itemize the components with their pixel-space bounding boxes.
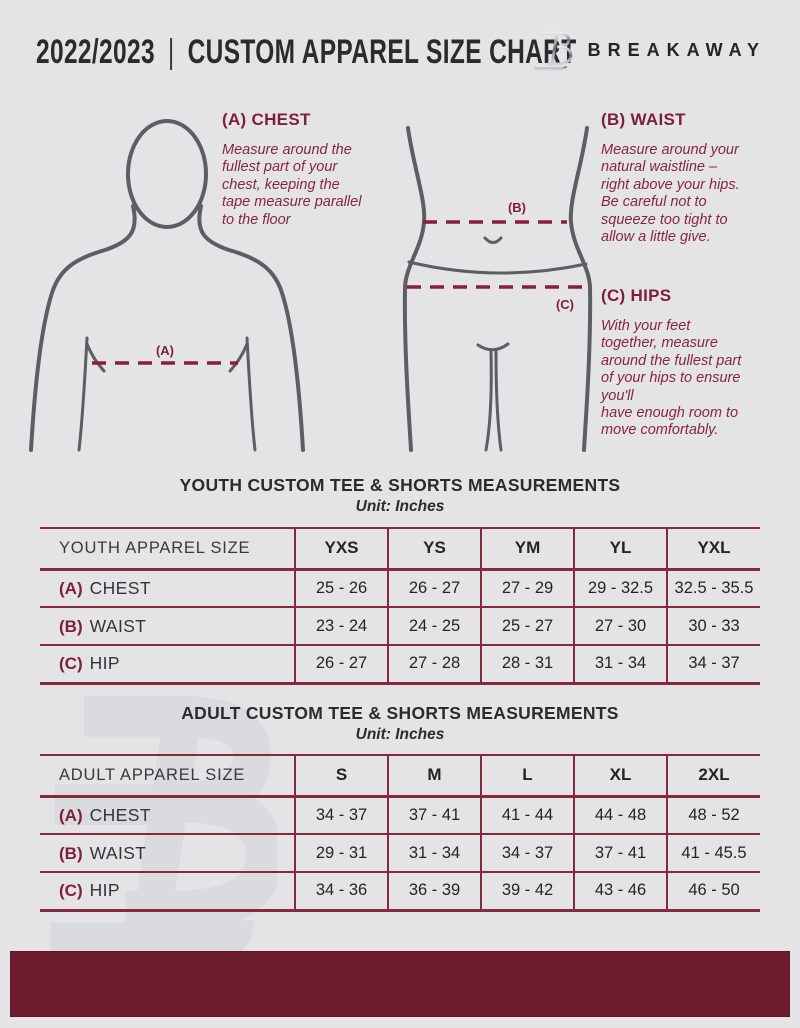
waist-instructions: (B) WAIST Measure around your natural wa…	[601, 110, 791, 246]
size-range-cell: 30 - 33	[666, 607, 760, 645]
size-range-cell: 34 - 37	[666, 645, 760, 683]
size-range-cell: 31 - 34	[573, 645, 667, 683]
size-range-cell: 44 - 48	[573, 796, 667, 834]
row-label: CHEST	[89, 577, 151, 598]
size-range-cell: 26 - 27	[294, 645, 388, 683]
table-row-chest: (A) CHEST 25 - 26 26 - 27 27 - 29 29 - 32…	[40, 569, 760, 607]
size-range-cell: 25 - 27	[480, 607, 574, 645]
column-header-size: M	[387, 755, 481, 796]
row-label-cell: (B) WAIST	[40, 607, 295, 645]
size-range-cell: 39 - 42	[480, 872, 574, 910]
column-header-size: XL	[573, 755, 667, 796]
size-range-cell: 41 - 45.5	[666, 834, 760, 872]
column-header-size: S	[294, 755, 388, 796]
size-range-cell: 28 - 31	[480, 645, 574, 683]
table-header-row: ADULT APPAREL SIZE S M L XL 2XL	[40, 755, 760, 796]
row-label-cell: (A) CHEST	[40, 796, 295, 834]
size-range-cell: 31 - 34	[387, 834, 481, 872]
waist-marker-label: (B)	[508, 200, 526, 215]
row-label: WAIST	[89, 615, 147, 636]
watermark-b-icon	[50, 695, 277, 964]
adult-unit-label: Unit: Inches	[355, 726, 445, 743]
youth-size-table: YOUTH APPAREL SIZE YXS YS YM YL YXL (A) C…	[40, 527, 760, 685]
hips-instructions: (C) HIPS With your feet together, measur…	[601, 286, 791, 440]
row-label-cell: (C) HIP	[40, 645, 295, 683]
size-range-cell: 25 - 26	[294, 569, 388, 607]
column-header-size: YXS	[294, 528, 388, 569]
size-range-cell: 37 - 41	[387, 796, 481, 834]
adult-size-table: ADULT APPAREL SIZE S M L XL 2XL (A) CHEST…	[40, 754, 760, 912]
row-label-cell: (C) HIP	[40, 872, 295, 910]
title-main: CUSTOM APPAREL SIZE CHART	[187, 33, 577, 71]
waist-heading: (B) WAIST	[601, 110, 686, 129]
row-marker: (C)	[59, 654, 83, 674]
column-header-apparel-size: YOUTH APPAREL SIZE	[59, 538, 251, 557]
row-label: HIP	[89, 653, 120, 674]
row-label: WAIST	[89, 842, 147, 863]
column-header-size: YS	[387, 528, 481, 569]
row-marker: (B)	[59, 616, 83, 636]
hips-heading: (C) HIPS	[601, 286, 672, 305]
row-marker: (A)	[59, 805, 83, 825]
brand-name: BREAKAWAY	[587, 40, 766, 60]
size-range-cell: 27 - 28	[387, 645, 481, 683]
table-row-hip: (C) HIP 34 - 36 36 - 39 39 - 42 43 - 46 4…	[40, 872, 760, 910]
size-range-cell: 32.5 - 35.5	[666, 569, 760, 607]
row-marker: (B)	[59, 843, 83, 863]
footer-bar	[10, 951, 790, 1017]
chest-instructions: (A) CHEST Measure around the fullest par…	[222, 110, 402, 229]
table-header-row: YOUTH APPAREL SIZE YXS YS YM YL YXL	[40, 528, 760, 569]
size-range-cell: 34 - 37	[294, 796, 388, 834]
size-range-cell: 23 - 24	[294, 607, 388, 645]
column-header-size: YL	[573, 528, 667, 569]
row-marker: (C)	[59, 881, 83, 901]
upper-body-figure: (A)	[29, 119, 305, 452]
hips-body-text: With your feet together, measure around …	[601, 318, 742, 439]
row-marker: (A)	[59, 578, 83, 598]
chest-marker-label: (A)	[156, 343, 174, 358]
breakaway-logo-icon	[534, 31, 572, 71]
size-range-cell: 34 - 37	[480, 834, 574, 872]
size-range-cell: 36 - 39	[387, 872, 481, 910]
table-row-hip: (C) HIP 26 - 27 27 - 28 28 - 31 31 - 34 3…	[40, 645, 760, 683]
size-range-cell: 26 - 27	[387, 569, 481, 607]
lower-body-figure: (B) (C)	[402, 126, 593, 452]
size-range-cell: 29 - 31	[294, 834, 388, 872]
row-label: CHEST	[89, 804, 151, 825]
hips-marker-label: (C)	[556, 297, 574, 312]
table-row-waist: (B) WAIST 23 - 24 24 - 25 25 - 27 27 - 30…	[40, 607, 760, 645]
size-range-cell: 48 - 52	[666, 796, 760, 834]
column-header-size: L	[480, 755, 574, 796]
chest-heading: (A) CHEST	[222, 110, 311, 129]
title-year: 2022/2023	[36, 33, 155, 71]
size-range-cell: 27 - 29	[480, 569, 574, 607]
table-row-waist: (B) WAIST 29 - 31 31 - 34 34 - 37 37 - 41…	[40, 834, 760, 872]
size-range-cell: 46 - 50	[666, 872, 760, 910]
size-range-cell: 37 - 41	[573, 834, 667, 872]
table-row-chest: (A) CHEST 34 - 37 37 - 41 41 - 44 44 - 48…	[40, 796, 760, 834]
size-range-cell: 24 - 25	[387, 607, 481, 645]
page-title: 2022/2023 | CUSTOM APPAREL SIZE CHART	[36, 33, 577, 72]
waist-body-text: Measure around your natural waistline – …	[601, 142, 740, 246]
size-range-cell: 29 - 32.5	[573, 569, 667, 607]
column-header-apparel-size: ADULT APPAREL SIZE	[59, 765, 246, 784]
column-header-size: YM	[480, 528, 574, 569]
chest-body-text: Measure around the fullest part of your …	[222, 142, 362, 228]
adult-section-title: ADULT CUSTOM TEE & SHORTS MEASUREMENTS	[181, 703, 619, 723]
size-range-cell: 43 - 46	[573, 872, 667, 910]
youth-unit-label: Unit: Inches	[355, 498, 445, 515]
row-label: HIP	[89, 880, 120, 901]
size-range-cell: 34 - 36	[294, 872, 388, 910]
column-header-size: YXL	[666, 528, 760, 569]
size-range-cell: 27 - 30	[573, 607, 667, 645]
youth-section-title: YOUTH CUSTOM TEE & SHORTS MEASUREMENTS	[179, 475, 621, 495]
row-label-cell: (A) CHEST	[40, 569, 295, 607]
row-label-cell: (B) WAIST	[40, 834, 295, 872]
size-range-cell: 41 - 44	[480, 796, 574, 834]
column-header-size: 2XL	[666, 755, 760, 796]
title-separator: |	[167, 33, 175, 71]
brand-logo: BREAKAWAY	[533, 27, 766, 74]
